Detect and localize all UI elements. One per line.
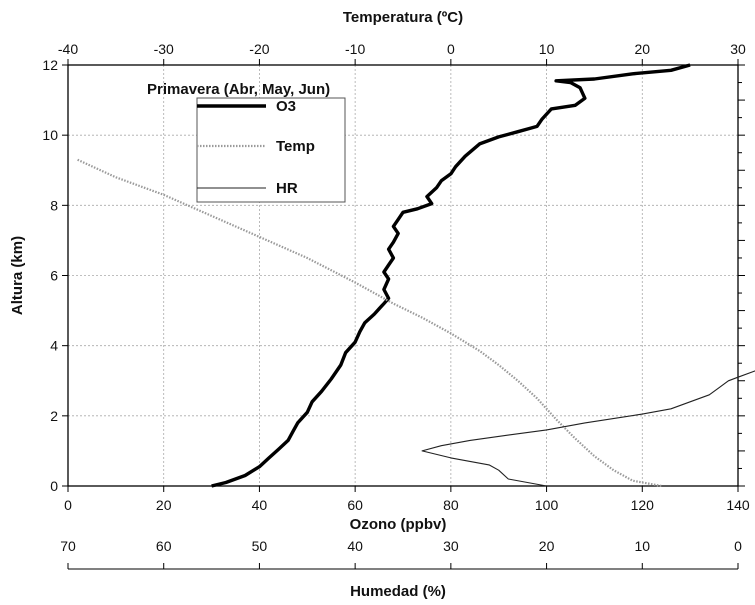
altitude-tick-label: 4 [50,338,58,354]
humidity-tick-label: 30 [443,538,459,554]
series-line-temp [77,158,662,488]
humidity-tick-label: 10 [634,538,650,554]
series-line-hr [421,370,755,487]
altitude-tick-label: 10 [42,127,58,143]
humidity-tick-label: 70 [60,538,76,554]
temperature-tick-label: 0 [447,41,455,57]
legend: Primavera (Abr, May, Jun) O3 Temp HR [147,81,346,203]
temperature-tick-label: -40 [58,41,78,57]
temperature-tick-label: -30 [154,41,174,57]
temperature-tick-label: 30 [730,41,746,57]
temperature-tick-label: 10 [539,41,555,57]
series-line-o3 [211,63,691,488]
ozone-axis-title: Ozono (ppbv) [350,516,447,533]
altitude-tick-label: 12 [42,57,58,73]
humidity-tick-label: 50 [252,538,268,554]
temperature-axis-title: Temperatura (ºC) [343,9,463,26]
humidity-tick-label: 0 [734,538,742,554]
humidity-tick-label: 20 [539,538,555,554]
temperature-tick-label: 20 [634,41,650,57]
grid [68,65,738,486]
legend-label-temp: Temp [276,138,315,155]
altitude-tick-label: 8 [50,197,58,213]
altitude-tick-label: 0 [50,478,58,494]
humidity-axis-title: Humedad (%) [350,583,446,600]
ozone-tick-label: 20 [156,497,172,513]
ozone-tick-label: 0 [64,497,72,513]
temperature-tick-label: -20 [249,41,269,57]
humidity-tick-label: 60 [156,538,172,554]
legend-label-o3: O3 [276,98,296,115]
legend-label-hr: HR [276,180,298,197]
temperature-tick-label: -10 [345,41,365,57]
altitude-axis-title: Altura (km) [9,236,26,315]
ozone-tick-label: 140 [726,497,750,513]
ozone-tick-label: 60 [347,497,363,513]
ozone-tick-label: 80 [443,497,459,513]
ozone-tick-label: 120 [631,497,655,513]
humidity-tick-label: 40 [347,538,363,554]
series-layer [77,63,755,488]
altitude-tick-label: 2 [50,408,58,424]
ozone-tick-label: 40 [252,497,268,513]
altitude-tick-label: 6 [50,268,58,284]
legend-box [196,97,346,203]
legend-title: Primavera (Abr, May, Jun) [147,81,330,98]
ozone-tick-label: 100 [535,497,559,513]
